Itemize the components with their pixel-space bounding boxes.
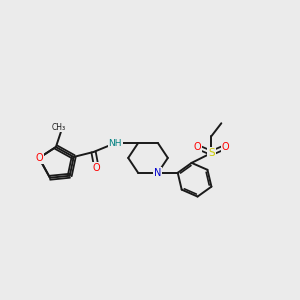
Text: O: O [35,153,43,163]
Text: N: N [154,168,162,178]
Text: O: O [93,163,100,173]
Text: O: O [221,142,229,152]
Text: O: O [194,142,201,152]
Text: S: S [208,148,215,158]
Text: CH₃: CH₃ [52,123,66,132]
Text: NH: NH [109,139,122,148]
